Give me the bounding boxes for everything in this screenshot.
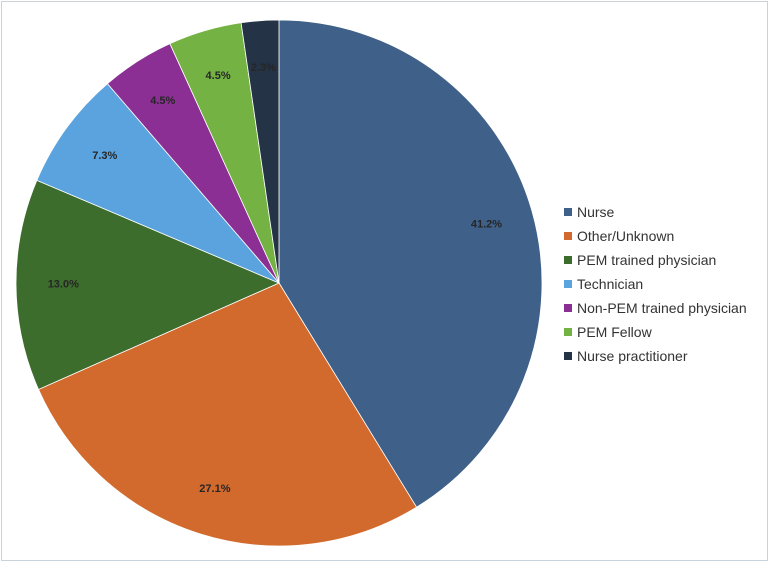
data-label-nurse: 41.2%	[471, 218, 502, 230]
legend-item-nurse-practitioner: Nurse practitioner	[564, 344, 747, 368]
legend-swatch	[564, 280, 572, 288]
legend-item-nurse: Nurse	[564, 200, 747, 224]
legend-swatch	[564, 352, 572, 360]
data-label-technician: 7.3%	[92, 150, 117, 162]
legend-swatch	[564, 208, 572, 216]
legend-label: Nurse	[577, 204, 615, 220]
data-label-other-unknown: 27.1%	[199, 483, 230, 495]
pie-slices	[15, 19, 543, 547]
data-label-non-pem-trained-physician: 4.5%	[150, 95, 175, 107]
legend-item-other-unknown: Other/Unknown	[564, 224, 747, 248]
legend-label: PEM Fellow	[577, 324, 652, 340]
legend-swatch	[564, 328, 572, 336]
pie-slice-nurse	[278, 19, 543, 508]
pie-slice-other-unknown	[37, 282, 418, 547]
legend-item-pem-fellow: PEM Fellow	[564, 320, 747, 344]
legend-swatch	[564, 232, 572, 240]
pie-slice-nurse-practitioner	[240, 19, 280, 284]
data-label-pem-fellow: 4.5%	[206, 70, 231, 82]
legend-label: Technician	[577, 276, 644, 292]
legend-swatch	[564, 256, 572, 264]
legend-swatch	[564, 304, 572, 312]
legend-item-non-pem-trained-physician: Non-PEM trained physician	[564, 296, 747, 320]
pie-slice-technician	[36, 83, 280, 284]
legend-item-pem-trained-physician: PEM trained physician	[564, 248, 747, 272]
legend-item-technician: Technician	[564, 272, 747, 296]
data-label-pem-trained-physician: 13.0%	[48, 279, 79, 291]
legend-label: Non-PEM trained physician	[577, 300, 747, 316]
data-label-nurse-practitioner: 2.3%	[251, 62, 276, 74]
legend: Nurse Other/Unknown PEM trained physician T…	[564, 200, 747, 368]
pie-data-labels: 41.2% 27.1% 13.0% 7.3% 4.5% 4.5% 2.3%	[48, 62, 503, 495]
legend-label: Other/Unknown	[577, 228, 675, 244]
pie-slice-pem-trained-physician	[15, 179, 281, 390]
legend-label: PEM trained physician	[577, 252, 717, 268]
legend-label: Nurse practitioner	[577, 348, 688, 364]
